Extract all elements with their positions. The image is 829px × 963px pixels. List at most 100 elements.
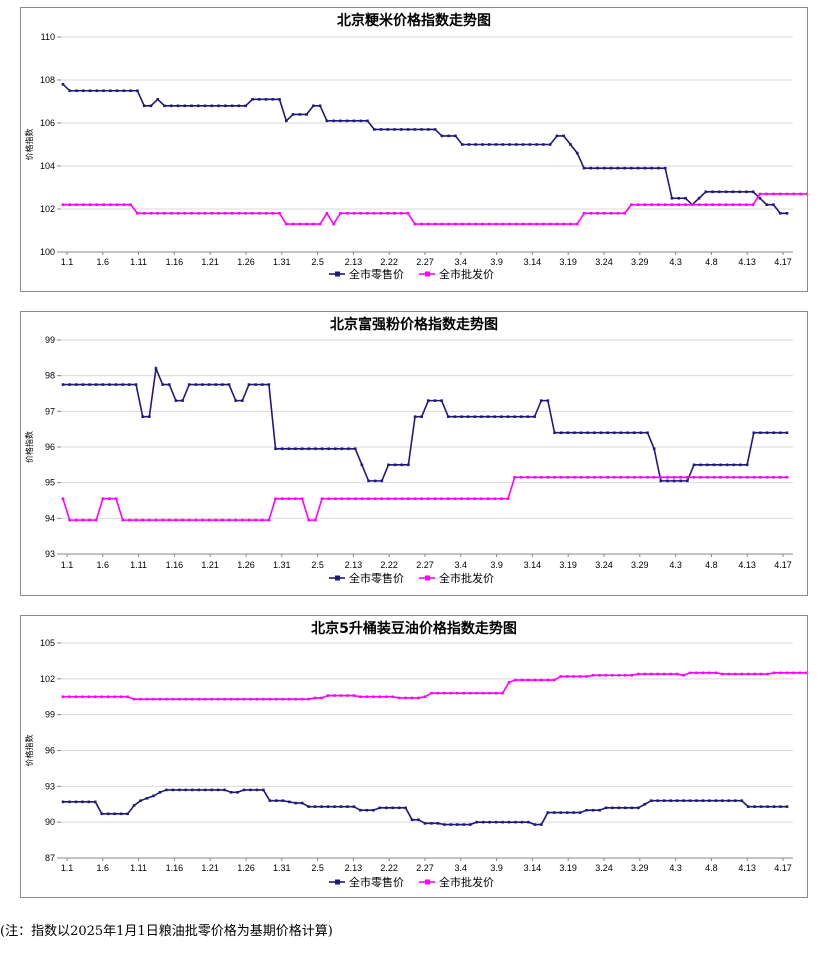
retail-price-point (562, 134, 566, 138)
wholesale-price-point (474, 222, 478, 226)
retail-price-point (271, 98, 275, 101)
wholesale-price-point (617, 673, 621, 677)
retail-price-point (752, 431, 756, 435)
retail-price-point (559, 431, 563, 435)
retail-price-point (122, 89, 126, 93)
retail-price-point (156, 98, 160, 101)
retail-price-point (142, 104, 146, 108)
x-tick-label: 2.13 (345, 257, 363, 267)
legend-item-retail: 全市零售价 (329, 267, 404, 281)
wholesale-price-point (294, 697, 298, 701)
wholesale-price-point (569, 222, 572, 226)
wholesale-price-point (446, 497, 450, 501)
x-tick-label: 1.11 (130, 257, 147, 267)
wholesale-price-point (271, 212, 275, 215)
wholesale-price-point (352, 212, 356, 215)
retail-price-point (190, 104, 193, 108)
retail-price-point (596, 166, 599, 170)
retail-price-point (145, 796, 149, 800)
retail-price-point (291, 113, 295, 116)
wholesale-price-point (274, 497, 277, 501)
retail-price-point (423, 822, 427, 825)
legend-marker (335, 271, 340, 277)
rice-price-index-chart: 北京粳米价格指数走势图 100 102 104 106 108 110 价格指数 1.1 1.6 1… (20, 7, 808, 292)
wholesale-price-point (333, 694, 336, 697)
retail-price-point (552, 811, 556, 814)
retail-price-point (68, 89, 72, 93)
wholesale-price-point (345, 212, 349, 215)
retail-price-point (119, 812, 123, 816)
retail-price-point (387, 463, 390, 467)
wholesale-price-point (562, 222, 566, 226)
wholesale-price-point (609, 212, 613, 215)
retail-price-point (708, 799, 711, 802)
retail-price-point (739, 463, 742, 467)
retail-price-point (779, 431, 782, 435)
wholesale-price-point (122, 203, 126, 206)
wholesale-price-point (586, 476, 590, 479)
retail-price-point (326, 805, 330, 808)
retail-price-point (613, 431, 616, 435)
retail-price-point (632, 431, 636, 435)
retail-price-point (158, 791, 162, 794)
retail-price-point (134, 383, 138, 386)
wholesale-price-point (210, 697, 213, 701)
x-tick-label: 1.1 (61, 560, 74, 570)
wholesale-price-point (156, 212, 160, 215)
wholesale-price-point (462, 691, 466, 695)
wholesale-price-point (141, 518, 145, 522)
wholesale-price-point (679, 476, 683, 479)
x-tick-label: 3.4 (455, 560, 468, 570)
retail-price-point (488, 820, 491, 824)
x-tick-label: 4.13 (738, 863, 756, 873)
wholesale-price-point (507, 681, 511, 684)
retail-price-point (589, 166, 593, 170)
x-tick-label: 3.24 (595, 560, 613, 570)
x-tick-label: 4.8 (705, 560, 718, 570)
y-tick-label: 90 (45, 817, 55, 827)
wholesale-price-point (662, 672, 666, 676)
y-tick-label: 93 (45, 549, 55, 559)
legend-item-wholesale: 全市批发价 (419, 267, 494, 281)
chart-svg: 北京富强粉价格指数走势图 93 94 95 96 97 98 99 价格指数 1.1 1.6 1.11… (24, 316, 793, 585)
retail-price-point (575, 151, 579, 155)
wholesale-price-point (778, 192, 782, 196)
retail-price-point (623, 166, 626, 170)
retail-price-point (234, 399, 237, 402)
wholesale-price-point (753, 672, 756, 676)
wholesale-price-point (203, 697, 207, 701)
wholesale-price-point (81, 695, 84, 699)
wholesale-price-point (745, 203, 748, 206)
wholesale-price-point (591, 673, 595, 677)
retail-price-point (772, 203, 775, 206)
retail-price-point (474, 143, 478, 146)
wholesale-price-point (682, 673, 685, 677)
wholesale-price-point (603, 212, 606, 215)
wholesale-price-point (520, 678, 524, 682)
retail-price-point (81, 383, 85, 386)
retail-price-point (481, 143, 484, 146)
retail-price-point (506, 415, 510, 418)
wholesale-price-point (404, 696, 407, 700)
retail-price-point (569, 143, 572, 146)
retail-price-point (181, 399, 184, 402)
wholesale-price-point (278, 212, 281, 215)
retail-price-point (190, 788, 194, 792)
wholesale-price-point (690, 203, 694, 206)
retail-price-point (236, 791, 239, 794)
retail-price-point (61, 800, 65, 804)
retail-price-point (307, 447, 311, 451)
retail-price-point (359, 808, 362, 812)
wholesale-price-point (242, 697, 246, 701)
retail-price-point (449, 823, 453, 826)
x-tick-label: 4.8 (705, 863, 718, 873)
retail-price-point (582, 166, 586, 170)
wholesale-price-point (533, 678, 537, 682)
wholesale-price-point (268, 697, 272, 701)
x-tick-label: 4.17 (774, 257, 792, 267)
retail-price-point (733, 799, 737, 802)
wholesale-price-point (74, 518, 78, 522)
retail-price-point (480, 415, 483, 418)
wholesale-price-point (327, 497, 330, 501)
wholesale-price-point (639, 476, 643, 479)
